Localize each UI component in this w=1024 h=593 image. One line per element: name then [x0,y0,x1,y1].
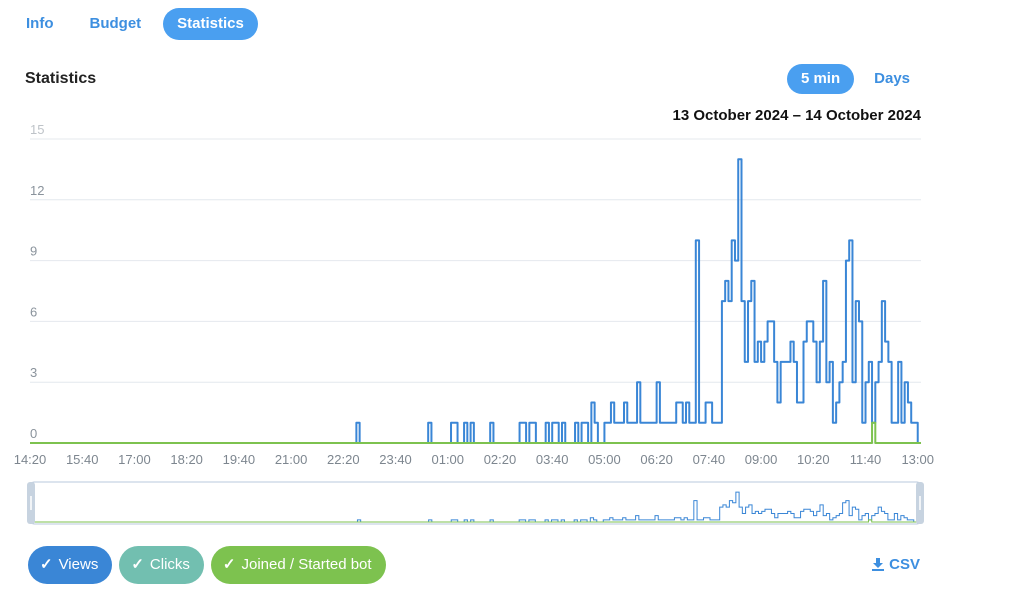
legend-label: Views [58,556,99,573]
scale-switch: 5 min Days [786,64,924,94]
legend-views-toggle[interactable]: ✓ Views [28,546,113,584]
x-tick-label: 13:00 [901,452,934,467]
x-tick-label: 01:00 [431,452,464,467]
joined-series-line [30,421,921,444]
x-tick-label: 15:40 [66,452,99,467]
views-series-line [30,158,921,444]
x-tick-label: 10:20 [797,452,830,467]
x-tick-label: 03:40 [536,452,569,467]
x-tick-label: 19:40 [223,452,256,467]
legend-clicks-toggle[interactable]: ✓ Clicks [119,546,204,584]
x-tick-label: 09:00 [745,452,778,467]
scale-5min-button[interactable]: 5 min [786,64,855,94]
y-tick-label: 6 [30,304,37,319]
csv-label: CSV [889,556,920,573]
check-icon: ✓ [222,556,236,573]
x-tick-label: 05:00 [588,452,621,467]
csv-download-button[interactable]: CSV [871,556,920,573]
x-tick-label: 14:20 [14,452,47,467]
statistics-chart[interactable]: 0 3 6 9 12 15 14:20 15:40 17:00 18:20 19:40 21:00 22… [0,125,1024,530]
x-tick-label: 18:20 [170,452,203,467]
y-tick-label: 9 [30,244,37,259]
x-tick-label: 11:40 [850,452,882,467]
tab-info[interactable]: Info [26,15,54,32]
check-icon: ✓ [40,556,53,573]
tab-statistics[interactable]: Statistics [163,8,258,40]
navigator-joined-line [34,519,917,523]
x-tick-label: 02:20 [484,452,517,467]
y-tick-label: 0 [30,426,37,441]
y-tick-label: 12 [30,183,44,198]
x-tick-label: 23:40 [379,452,412,467]
x-tick-label: 06:20 [640,452,673,467]
legend: ✓ Views ✓ Clicks ✓ Joined / Started bot [28,546,386,584]
date-range: 13 October 2024 – 14 October 2024 [672,107,921,124]
legend-label: Clicks [149,556,190,573]
y-tick-label: 15 [30,125,44,137]
y-tick-label: 3 [30,365,37,380]
tab-budget[interactable]: Budget [89,15,142,32]
check-icon: ✓ [131,556,144,573]
download-icon [872,558,885,571]
tab-bar: Info Budget Statistics [12,8,258,40]
legend-joined-toggle[interactable]: ✓ Joined / Started bot [210,546,386,584]
scale-days-button[interactable]: Days [874,70,910,87]
x-tick-label: 07:40 [693,452,726,467]
navigator-frame[interactable] [29,481,922,525]
x-tick-label: 21:00 [275,452,308,467]
x-tick-label: 17:00 [118,452,151,467]
legend-label: Joined / Started bot [241,556,372,573]
section-title: Statistics [25,70,97,87]
x-tick-label: 22:20 [327,452,360,467]
